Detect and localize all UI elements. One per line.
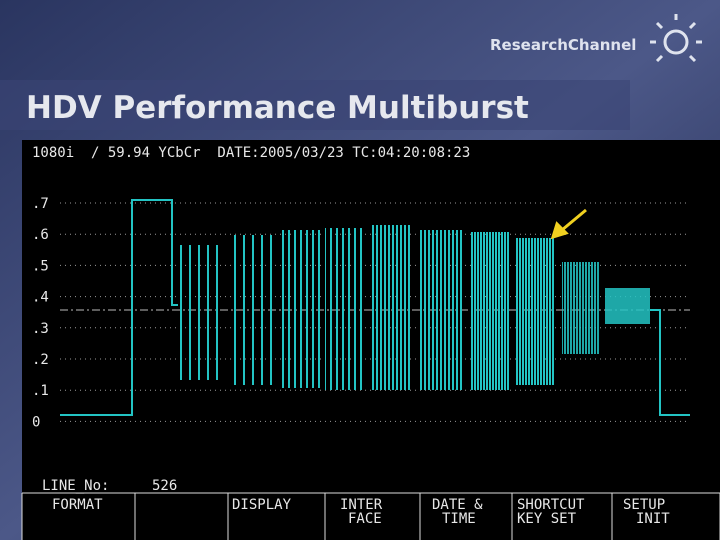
scale-label: .1 — [32, 383, 49, 399]
burst — [370, 225, 410, 390]
logo-text: ResearchChannel — [490, 36, 636, 54]
burst — [230, 235, 275, 385]
line-number: 526 — [152, 478, 177, 494]
scale-label: .6 — [32, 227, 49, 243]
burst — [562, 262, 600, 354]
menu-label: INIT — [636, 511, 670, 527]
menu-label: FACE — [348, 511, 382, 527]
scale-label: .3 — [32, 321, 49, 337]
menu-label: SETUP — [623, 497, 665, 513]
scale-label: .7 — [32, 196, 49, 212]
annotation-arrow — [550, 208, 587, 240]
menu-label: KEY SET — [517, 511, 577, 527]
menu-label: DISPLAY — [232, 497, 292, 513]
logo-icon — [650, 14, 702, 63]
status-line: 1080i / 59.94 YCbCr DATE:2005/03/23 TC:0… — [32, 145, 470, 161]
menu-label: FORMAT — [52, 497, 103, 513]
menu-label: SHORTCUT — [517, 497, 585, 513]
burst — [515, 238, 555, 385]
menu-button[interactable]: DATE &TIME — [432, 497, 483, 527]
waveform — [60, 199, 690, 416]
waveform-trace — [650, 309, 690, 416]
menu-label: DATE & — [432, 497, 483, 513]
menu-button[interactable]: DISPLAY — [232, 497, 292, 513]
slide-title: HDV Performance Multiburst — [26, 90, 529, 126]
burst — [420, 230, 462, 390]
burst — [178, 245, 222, 380]
menu-button[interactable]: FORMAT — [52, 497, 103, 513]
burst — [470, 232, 510, 390]
burst — [605, 288, 650, 324]
title-band — [0, 80, 630, 130]
line-label: LINE_No: — [42, 478, 109, 494]
scale-label: .4 — [32, 290, 49, 306]
scale-label: 0 — [32, 414, 40, 430]
scale-label: .2 — [32, 352, 49, 368]
burst — [282, 230, 320, 388]
menu-label: INTER — [340, 497, 383, 513]
menu-label: TIME — [442, 511, 476, 527]
burst — [325, 228, 362, 390]
scale-label: .5 — [32, 258, 49, 274]
waveform-trace — [60, 199, 178, 416]
